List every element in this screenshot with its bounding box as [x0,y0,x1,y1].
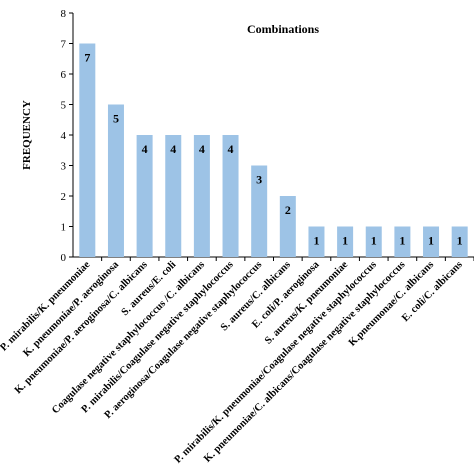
data-label: 7 [84,51,90,65]
bar [165,135,182,257]
bar [423,226,440,257]
data-label: 2 [285,203,291,217]
chart-title: Combinations [247,22,319,36]
bar [308,226,325,257]
data-label: 1 [428,234,434,248]
bar [451,226,468,257]
bar [394,226,411,257]
data-label: 3 [256,173,262,187]
data-label: 4 [228,142,234,156]
data-label: 1 [399,234,405,248]
bar [251,165,268,257]
data-label: 1 [371,234,377,248]
data-label: 5 [113,112,119,126]
bar [337,226,354,257]
y-tick-label: 1 [61,222,67,234]
y-tick-label: 8 [61,8,67,20]
category-label: K. pneumoniae/P. aeroginosa/C. albicans [13,259,150,396]
y-tick-label: 6 [61,69,67,81]
bar [279,196,296,257]
bar [107,104,124,257]
data-label: 1 [342,234,348,248]
bar [365,226,382,257]
bar [136,135,153,257]
bar [222,135,239,257]
bars: 7 5 4 4 4 4 3 2 1 1 1 1 1 1 [79,43,474,261]
data-label: 4 [199,142,205,156]
data-label: 1 [457,234,463,248]
y-tick-label: 0 [61,252,67,264]
data-label: 1 [313,234,319,248]
y-tick-label: 5 [61,100,67,112]
y-tick-label: 3 [61,161,67,173]
data-label: 4 [170,142,176,156]
y-axis-title: FREQUENCY [21,100,33,170]
y-tick-label: 2 [61,191,67,203]
data-label: 4 [142,142,148,156]
y-tick-label: 4 [61,130,67,142]
bar [79,43,96,257]
y-tick-label: 7 [61,39,67,51]
bar [193,135,210,257]
